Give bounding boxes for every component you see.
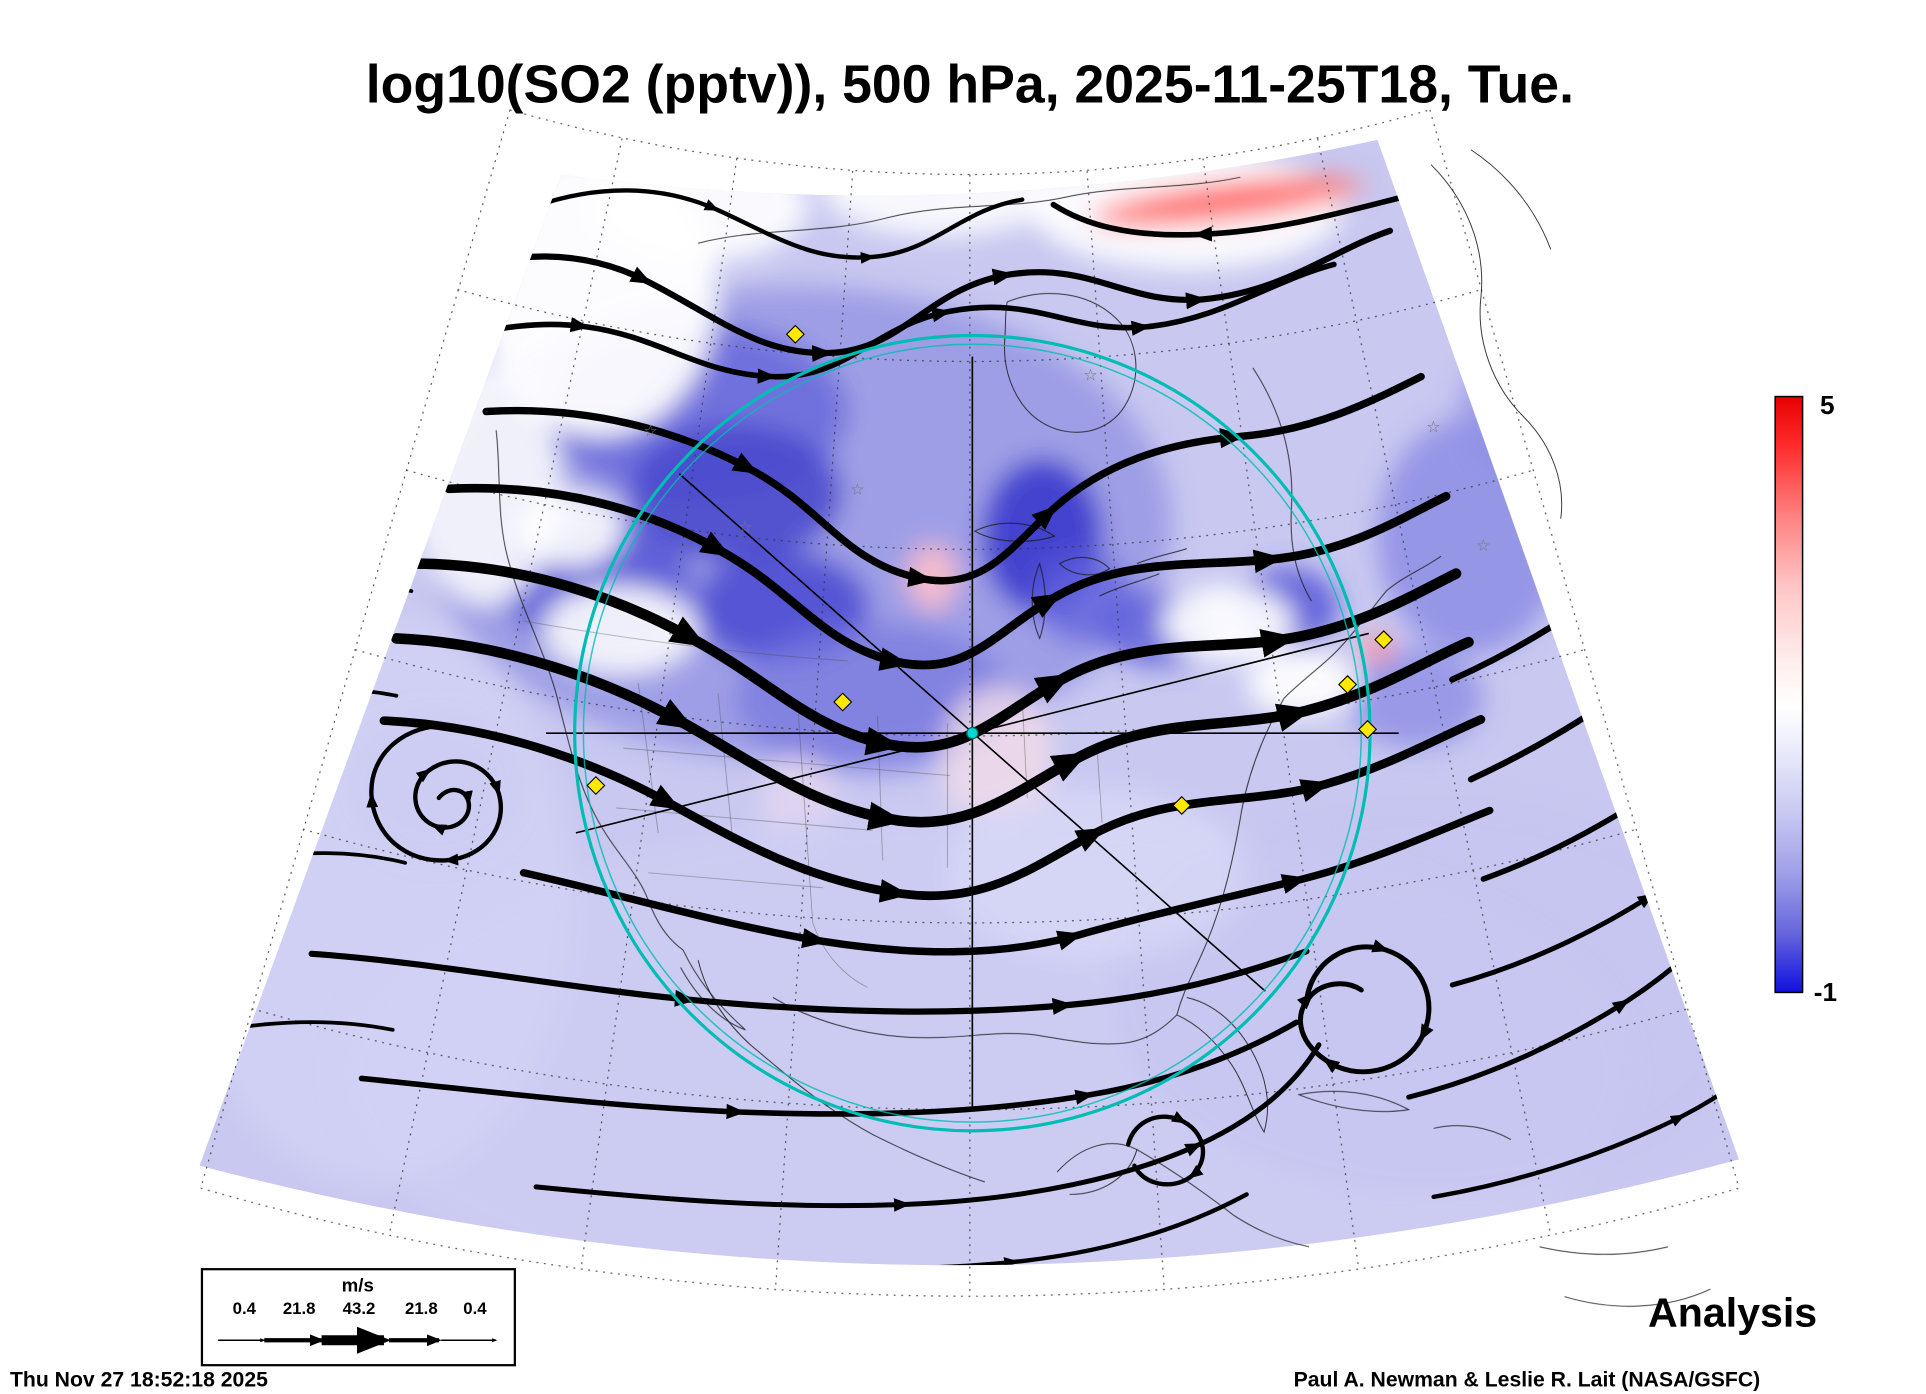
station-diamond (1338, 675, 1358, 695)
station-diamond (785, 324, 805, 344)
colorbar-min-label: -1 (1814, 977, 1837, 1007)
station-diamond (833, 692, 853, 712)
svg-text:☆: ☆ (850, 481, 865, 499)
svg-text:☆: ☆ (1426, 419, 1441, 437)
station-markers (586, 324, 1394, 815)
svg-text:☆: ☆ (738, 518, 753, 536)
station-diamond (1374, 630, 1394, 650)
station-diamond (1172, 795, 1192, 815)
legend-speed-2: 43.2 (343, 1299, 376, 1318)
svg-text:☆: ☆ (1083, 366, 1098, 384)
wind-speed-legend: m/s 0.4 21.8 43.2 21.8 0.4 (200, 1268, 516, 1367)
center-point-marker (966, 726, 979, 740)
svg-text:☆: ☆ (1476, 537, 1491, 555)
range-circle-inner (582, 343, 1363, 1123)
legend-units-label: m/s (342, 1275, 374, 1296)
page-title: log10(SO2 (pptv)), 500 hPa, 2025-11-25T1… (366, 54, 1574, 114)
colorbar-max-label: 5 (1820, 390, 1835, 420)
analysis-label: Analysis (1648, 1290, 1817, 1336)
credit-text: Paul A. Newman & Leslie R. Lait (NASA/GS… (1294, 1368, 1761, 1391)
legend-speed-1: 21.8 (283, 1299, 316, 1318)
generated-timestamp: Thu Nov 27 18:52:18 2025 (10, 1368, 268, 1391)
legend-speed-4: 0.4 (463, 1299, 487, 1318)
svg-text:☆: ☆ (643, 422, 658, 440)
colorbar: 5 -1 (1774, 390, 1837, 1007)
colorbar-gradient (1774, 395, 1804, 994)
station-diamond (586, 775, 606, 796)
site-stars: ☆ ☆ ☆ ☆ ☆ ☆ (643, 366, 1490, 555)
legend-speed-0: 0.4 (233, 1299, 257, 1318)
station-diamond (1358, 719, 1378, 739)
legend-speed-3: 21.8 (405, 1299, 438, 1318)
